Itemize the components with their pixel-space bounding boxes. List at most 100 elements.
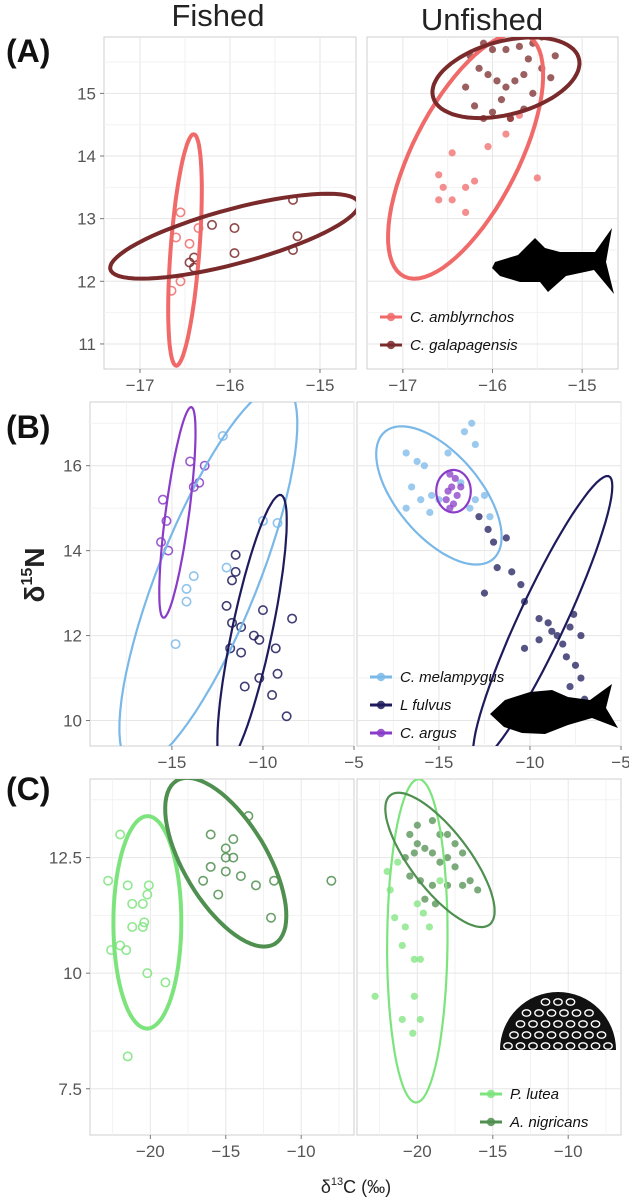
data-point-c-galapagensis	[493, 77, 501, 85]
data-point-c-amblyrnchos	[184, 238, 195, 249]
data-point-p-lutea	[410, 955, 418, 963]
legend-entry-c-argus: C. argus	[370, 725, 457, 742]
legend-label: C. amblyrnchos	[410, 309, 515, 326]
plot-frame	[356, 401, 622, 747]
x-axis-title-sup: 13	[331, 1176, 343, 1188]
x-axis-title-main: δ	[321, 1177, 331, 1197]
data-point-c-melampygus	[444, 449, 452, 457]
data-point-c-amblyrnchos	[448, 196, 456, 204]
data-point-c-melampygus	[413, 457, 421, 466]
data-point-l-fulvus	[221, 600, 232, 611]
data-point-l-fulvus	[562, 653, 570, 661]
panel-label-b: (B)	[6, 409, 50, 445]
data-point-a-nigricans	[474, 886, 482, 894]
data-point-c-melampygus	[460, 428, 469, 436]
data-point-p-lutea	[137, 921, 148, 932]
data-point-l-fulvus	[236, 647, 247, 658]
legend-label: C. melampygus	[400, 669, 505, 686]
column-title-fished: Fished	[171, 0, 264, 33]
y-tick-label: 16	[63, 457, 82, 476]
data-point-a-nigricans	[220, 866, 231, 877]
data-point-l-fulvus	[227, 575, 238, 586]
ellipse-c-galapagensis	[108, 191, 356, 281]
data-point-c-melampygus	[257, 515, 268, 526]
legend-entry-c-melampygus: C. melampygus	[370, 669, 505, 686]
data-point-p-lutea	[425, 923, 434, 931]
data-point-l-fulvus	[502, 534, 510, 542]
data-point-c-galapagensis	[207, 219, 218, 230]
fish-silhouette-icon	[490, 684, 618, 734]
data-point-a-nigricans	[428, 817, 437, 825]
data-point-c-galapagensis	[551, 52, 559, 60]
y-axis-title: δ15N	[19, 547, 50, 602]
y-tick-label: 14	[77, 147, 96, 166]
data-point-p-lutea	[416, 1015, 424, 1024]
x-tick-label: −15	[158, 753, 187, 772]
data-point-c-argus	[444, 487, 452, 495]
ellipse-a-nigricans	[163, 779, 289, 949]
y-tick-label: 10	[63, 712, 82, 731]
ellipse-c-galapagensis	[430, 37, 582, 121]
data-point-l-fulvus	[566, 682, 574, 691]
data-point-p-lutea	[115, 829, 126, 840]
plot-panel-b-fished: −15 −10 −5 10 12 14 16	[63, 401, 364, 772]
data-point-p-lutea	[394, 858, 402, 866]
plot-panel-b-unfished: −15 −10 −5 C. melampygus L fulvus C. argus	[356, 401, 629, 772]
plot-frame	[356, 778, 622, 1136]
panel-label-a: (A)	[6, 33, 50, 69]
data-point-a-nigricans	[250, 880, 261, 891]
data-point-c-galapagensis	[497, 96, 506, 104]
data-point-a-nigricans	[459, 881, 467, 889]
legend-entry-p-lutea: P. lutea	[480, 1086, 559, 1103]
y-tick-label: 11	[78, 335, 96, 354]
legend-label: C. galapagensis	[410, 337, 518, 354]
ellipse-c-melampygus	[375, 425, 503, 566]
data-point-a-nigricans	[421, 844, 429, 852]
panel-label-c: (C)	[6, 771, 50, 807]
data-point-c-galapagensis	[292, 231, 303, 242]
data-point-c-galapagensis	[547, 74, 555, 82]
data-point-a-nigricans	[413, 821, 421, 829]
data-point-a-nigricans	[443, 830, 452, 839]
ellipse-p-lutea	[111, 814, 184, 1031]
legend-key-point	[376, 672, 386, 682]
data-point-c-argus	[451, 474, 459, 483]
data-point-c-melampygus	[181, 583, 192, 594]
data-point-a-nigricans	[326, 875, 337, 886]
plot-area	[108, 132, 356, 368]
data-point-l-fulvus	[230, 566, 241, 577]
ellipse-l-fulvus	[472, 475, 614, 746]
data-point-c-argus	[446, 504, 454, 512]
data-point-p-lutea	[137, 898, 148, 909]
ellipse-c-argus	[435, 468, 472, 514]
x-tick-label: −15	[425, 753, 454, 772]
data-point-p-lutea	[419, 909, 427, 917]
plot-area	[371, 779, 496, 1166]
panels: −17 −16 −15 11 12 13 14 15 −17 −16 −15 C. amblyrnch…	[49, 36, 629, 1166]
ellipse-a-nigricans	[384, 791, 496, 929]
data-point-c-galapagensis	[511, 77, 519, 85]
x-tick-label: −16	[216, 376, 245, 395]
data-point-p-lutea	[371, 992, 379, 1000]
data-point-c-melampygus	[417, 496, 425, 504]
data-point-c-galapagensis	[229, 248, 240, 259]
data-point-l-fulvus	[281, 711, 292, 722]
x-tick-label: −10	[554, 1142, 583, 1161]
data-point-c-amblyrnchos	[484, 143, 492, 151]
data-point-a-nigricans	[451, 840, 459, 848]
legend-key-point	[486, 1089, 496, 1099]
data-point-l-fulvus	[559, 640, 567, 648]
data-point-l-fulvus	[489, 538, 498, 546]
plot-panel-a-unfished: −17 −16 −15 C. amblyrnchos C. galapagensis	[366, 36, 619, 395]
legend-label: A. nigricans	[509, 1114, 589, 1131]
data-point-l-fulvus	[239, 681, 250, 692]
data-point-c-galapagensis	[488, 45, 497, 54]
data-point-p-lutea	[444, 1159, 451, 1166]
y-tick-label: 14	[63, 542, 82, 561]
data-point-l-fulvus	[254, 634, 265, 645]
data-point-p-lutea	[410, 992, 418, 1000]
data-point-l-fulvus	[480, 589, 489, 597]
data-point-l-fulvus	[257, 605, 268, 616]
legend-entry-c-amblyrnchos: C. amblyrnchos	[380, 309, 515, 326]
data-point-l-fulvus	[267, 690, 278, 701]
